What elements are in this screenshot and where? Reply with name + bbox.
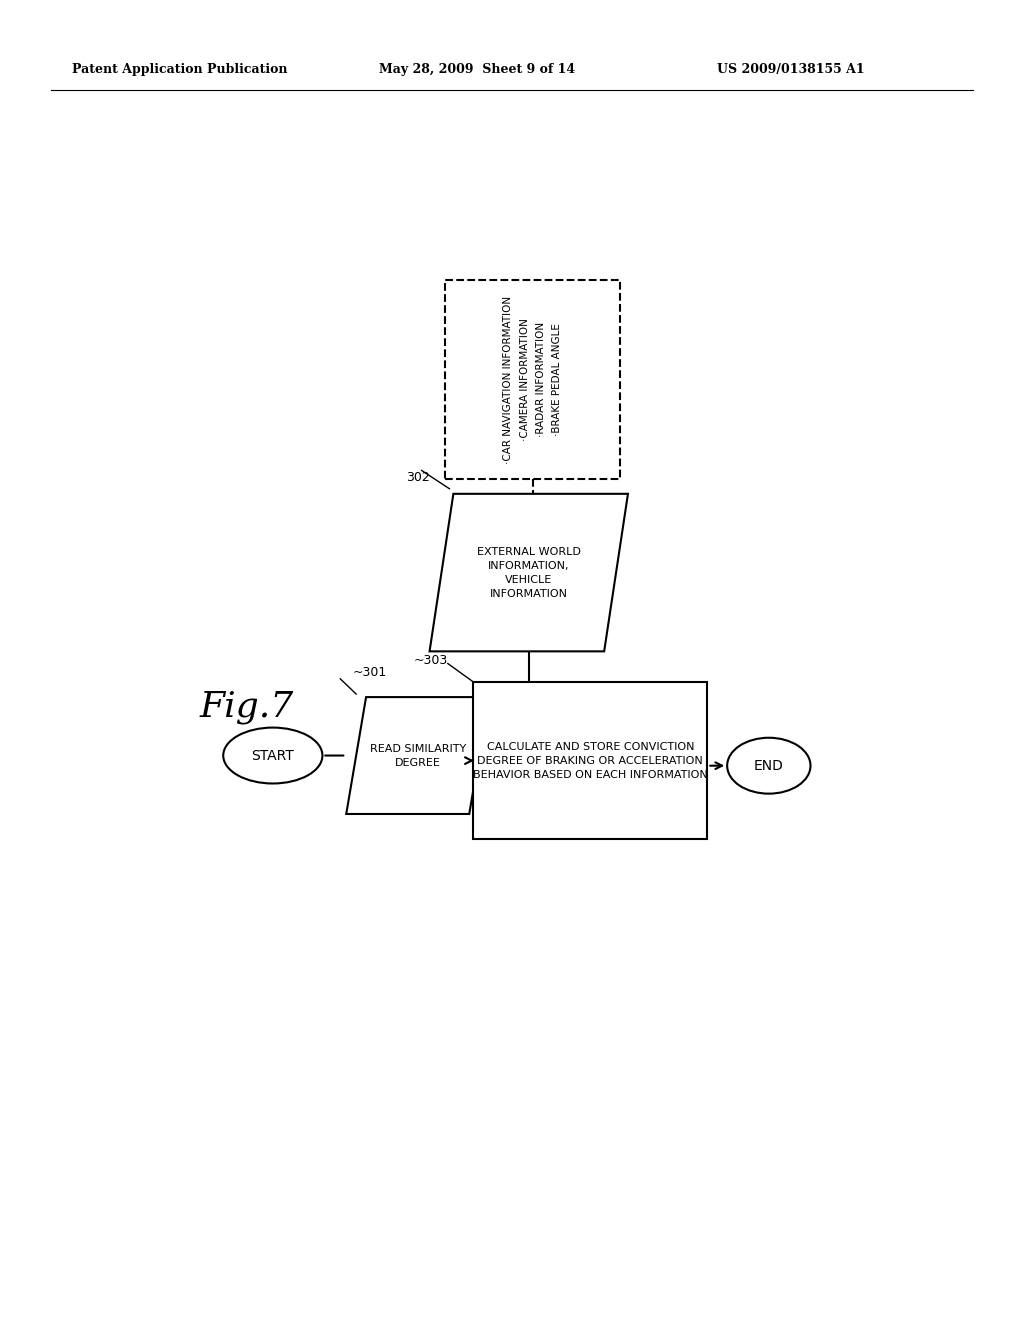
Text: ~301: ~301	[352, 665, 386, 678]
FancyBboxPatch shape	[445, 280, 620, 479]
Text: 302: 302	[406, 471, 429, 483]
Polygon shape	[346, 697, 489, 814]
FancyBboxPatch shape	[473, 682, 708, 840]
Text: ·CAR NAVIGATION INFORMATION
·CAMERA INFORMATION
·RADAR INFORMATION
·BRAKE PEDAL : ·CAR NAVIGATION INFORMATION ·CAMERA INFO…	[503, 296, 562, 463]
Text: END: END	[754, 759, 783, 772]
Text: Fig.7: Fig.7	[200, 690, 294, 725]
Text: US 2009/0138155 A1: US 2009/0138155 A1	[717, 63, 864, 77]
Text: CALCULATE AND STORE CONVICTION
DEGREE OF BRAKING OR ACCELERATION
BEHAVIOR BASED : CALCULATE AND STORE CONVICTION DEGREE OF…	[473, 742, 708, 780]
Text: READ SIMILARITY
DEGREE: READ SIMILARITY DEGREE	[370, 743, 466, 767]
Text: START: START	[252, 748, 294, 763]
Text: May 28, 2009  Sheet 9 of 14: May 28, 2009 Sheet 9 of 14	[379, 63, 575, 77]
Polygon shape	[430, 494, 628, 651]
Text: EXTERNAL WORLD
INFORMATION,
VEHICLE
INFORMATION: EXTERNAL WORLD INFORMATION, VEHICLE INFO…	[477, 546, 581, 598]
Text: Patent Application Publication: Patent Application Publication	[72, 63, 287, 77]
Ellipse shape	[727, 738, 811, 793]
Ellipse shape	[223, 727, 323, 784]
Text: ~303: ~303	[414, 653, 447, 667]
